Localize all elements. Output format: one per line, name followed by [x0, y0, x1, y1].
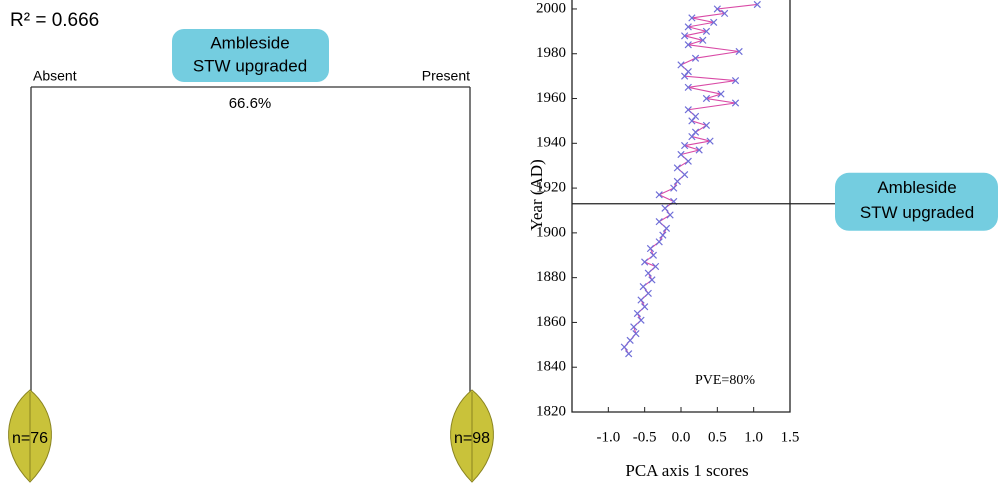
marker [649, 251, 658, 259]
marker [626, 336, 634, 344]
y-axis-label: Year (AD) [527, 159, 546, 230]
marker [684, 68, 692, 76]
y-tick-label: 1820 [536, 403, 566, 419]
marker [702, 121, 711, 130]
branch-label: Absent [33, 68, 77, 84]
marker [670, 184, 678, 192]
marker [644, 269, 652, 277]
leaf-label: n=98 [454, 430, 490, 447]
marker [648, 276, 656, 284]
marker [699, 36, 707, 44]
marker [646, 244, 655, 253]
x-tick-label: -0.5 [633, 429, 657, 445]
marker [673, 164, 681, 172]
marker [681, 141, 689, 150]
y-tick-label: 2000 [536, 0, 566, 16]
y-tick-label: 1940 [536, 135, 566, 151]
marker [702, 94, 711, 103]
tree-title: R² = 0.666 [10, 10, 99, 31]
marker [673, 177, 681, 185]
marker [655, 238, 663, 246]
marker [630, 323, 638, 331]
annotation-label: STW upgraded [860, 203, 974, 222]
y-tick-label: 1900 [536, 224, 566, 240]
x-axis-label: PCA axis 1 scores [625, 461, 748, 480]
marker [684, 41, 692, 49]
annotation-label: Ambleside [877, 178, 956, 197]
marker [710, 18, 718, 27]
branch-label: Present [422, 68, 470, 84]
marker [620, 343, 628, 351]
node-box [172, 29, 329, 82]
note: PVE=80% [695, 373, 755, 388]
marker [661, 204, 669, 212]
marker [753, 0, 761, 9]
y-tick-label: 1960 [536, 90, 566, 106]
marker [691, 128, 700, 136]
x-tick-label: 1.0 [744, 429, 763, 445]
marker [684, 83, 692, 91]
marker [702, 27, 711, 35]
marker [655, 191, 663, 199]
marker [688, 14, 696, 22]
marker [662, 224, 671, 233]
marker [681, 32, 689, 40]
marker [632, 330, 640, 338]
marker [684, 106, 692, 114]
marker [666, 211, 674, 219]
split-percent: 66.6% [229, 95, 272, 112]
marker [684, 23, 692, 31]
regression-tree: R² = 0.666 Ambleside STW upgraded 66.6% … [8, 10, 494, 483]
y-tick-label: 1860 [536, 314, 566, 330]
marker [659, 231, 667, 239]
marker [641, 303, 649, 311]
marker [637, 316, 645, 324]
marker [695, 146, 703, 154]
y-tick-label: 1880 [536, 269, 566, 285]
marker [637, 296, 645, 304]
node-label: Ambleside [210, 33, 289, 52]
marker [713, 5, 721, 13]
y-tick-label: 1920 [536, 180, 566, 196]
marker [720, 9, 729, 18]
x-tick-label: -1.0 [596, 429, 620, 445]
node-label: STW upgraded [193, 56, 307, 75]
marker [655, 218, 663, 226]
x-tick-label: 0.5 [708, 429, 727, 445]
marker [641, 258, 649, 266]
marker [706, 137, 714, 145]
y-tick-label: 1840 [536, 359, 566, 375]
annotation-box [835, 172, 998, 231]
marker [633, 309, 642, 318]
marker [677, 61, 685, 69]
x-tick-label: 0.0 [672, 429, 691, 445]
marker [691, 54, 700, 62]
axis-frame [571, 0, 791, 413]
marker [731, 76, 740, 85]
tree-branches [30, 86, 471, 395]
marker [731, 99, 740, 107]
y-tick-label: 1980 [536, 45, 566, 61]
x-tick-label: 1.5 [781, 429, 800, 445]
marker [735, 47, 743, 56]
series-line [623, 3, 758, 355]
marker [644, 289, 652, 297]
marker [677, 150, 685, 159]
marker [717, 90, 725, 98]
leaf-label: n=76 [12, 430, 48, 447]
leaf-icon [450, 389, 494, 483]
marker [691, 112, 700, 121]
leaf-icon [8, 389, 52, 483]
chart: 1820 1840 1860 1880 1900 1920 1940 1960 1980 2000… [527, 0, 998, 480]
marker [681, 171, 689, 179]
marker [684, 157, 692, 165]
marker [651, 262, 660, 271]
marker [639, 282, 647, 291]
marker [625, 350, 633, 358]
